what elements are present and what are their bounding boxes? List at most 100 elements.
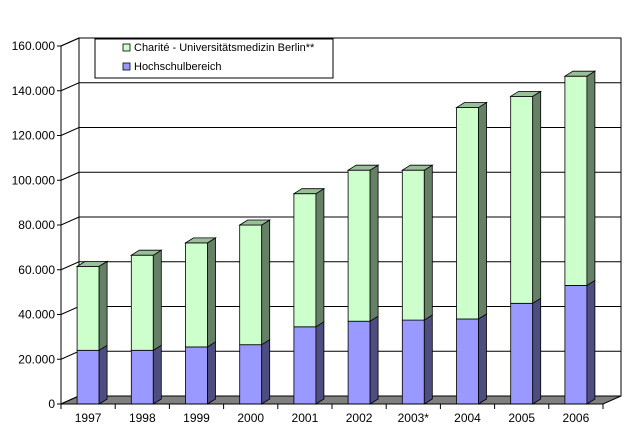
gridline — [60, 127, 621, 136]
x-tick-label: 1997 — [75, 411, 102, 425]
gridline — [60, 37, 621, 47]
y-tick-label: 100.000 — [12, 173, 56, 187]
gridline — [60, 171, 621, 181]
bar-side — [207, 237, 216, 348]
bar-side — [98, 260, 108, 352]
legend: Charité - Universitätsmedizin Berlin** H… — [94, 38, 334, 79]
x-tick-label: 1998 — [129, 411, 156, 425]
bars — [75, 70, 597, 405]
bar-charite-2002 — [346, 164, 380, 322]
bar-side — [261, 338, 271, 405]
bar-hochschulbereich-2006 — [564, 279, 596, 405]
y-tick-label: 20.000 — [18, 352, 55, 366]
bar-charite-2004 — [455, 101, 488, 320]
bar-side — [98, 344, 108, 405]
x-tick-label: 2002 — [346, 411, 373, 425]
bar-top — [292, 188, 326, 195]
bar-front — [185, 242, 208, 348]
y-tick-label: 140.000 — [12, 84, 56, 98]
bar-front — [564, 285, 588, 405]
bar-hochschulbereich-2004 — [456, 313, 487, 405]
gridline — [60, 216, 621, 226]
bar-hochschulbereich-2003* — [401, 314, 433, 405]
y-tick-label: 120.000 — [12, 129, 56, 143]
legend-swatch-hochschulbereich — [122, 62, 131, 71]
y-tick-label: 60.000 — [18, 263, 55, 277]
bar-hochschulbereich-2001 — [293, 321, 325, 405]
bar-side — [586, 279, 596, 405]
bar-side — [152, 249, 162, 352]
bar-front — [185, 346, 208, 405]
bar-side — [532, 90, 542, 305]
bar-front — [510, 302, 534, 405]
x-tick-label: 2006 — [563, 411, 590, 425]
bar-top — [129, 249, 163, 256]
bar-charite-2006 — [563, 70, 597, 287]
bar-front — [456, 107, 479, 320]
bar-front — [130, 349, 154, 405]
gridline — [60, 82, 621, 92]
x-tick-label: 2005 — [508, 411, 535, 425]
bar-side — [423, 164, 433, 321]
legend-label-hochschulbereich: Hochschulbereich — [134, 61, 221, 73]
bar-charite-2001 — [292, 187, 326, 328]
legend-label-charite: Charité - Universitätsmedizin Berlin** — [134, 42, 315, 54]
bar-front — [130, 254, 154, 351]
bar-top — [400, 164, 434, 171]
bar-front — [293, 326, 317, 405]
bar-hochschulbereich-2005 — [510, 297, 542, 405]
bar-side — [369, 164, 379, 322]
bar-front — [239, 224, 263, 346]
x-tick-label: 1999 — [183, 411, 210, 425]
legend-box — [94, 38, 334, 79]
bar-front — [510, 95, 534, 304]
bar-front — [347, 169, 371, 322]
bar-front — [456, 318, 479, 405]
legend-swatch-charite — [122, 43, 131, 52]
bar-front — [347, 320, 371, 405]
y-tick-labels: 0 20.000 40.000 60.000 80.000 100.000 120.000 1… — [12, 39, 61, 411]
bar-side — [478, 101, 487, 320]
bar-top — [455, 102, 488, 108]
bar-charite-2000 — [238, 219, 272, 346]
bar-side — [423, 314, 433, 405]
y-tick-label: 40.000 — [18, 308, 55, 322]
bar-hochschulbereich-1997 — [76, 344, 108, 405]
x-tick-label: 2003* — [398, 411, 430, 425]
x-tick-label: 2001 — [292, 411, 319, 425]
bar-hochschulbereich-1998 — [130, 344, 162, 405]
y-tick-label: 160.000 — [12, 39, 56, 53]
bar-front — [239, 344, 263, 405]
bar-front — [76, 265, 100, 351]
bar-side — [532, 297, 542, 405]
bar-front — [564, 75, 588, 286]
bar-side — [369, 315, 379, 405]
bar-side — [152, 344, 162, 405]
y-tick-label: 0 — [48, 397, 55, 411]
bar-front — [401, 169, 425, 321]
bar-front — [401, 319, 425, 405]
bar-side — [478, 313, 487, 405]
bar-hochschulbereich-2002 — [347, 315, 379, 405]
bar-charite-1998 — [129, 249, 163, 352]
bar-charite-1999 — [184, 237, 217, 348]
bar-hochschulbereich-2000 — [239, 338, 271, 405]
bar-side — [207, 341, 216, 405]
bar-top — [563, 70, 597, 77]
bar-side — [315, 187, 325, 328]
bar-top — [238, 219, 272, 226]
bar-top — [346, 164, 380, 171]
bar-top — [75, 260, 109, 267]
bar-charite-2003* — [400, 164, 434, 321]
bar-charite-1997 — [75, 260, 109, 352]
y-tick-label: 80.000 — [18, 218, 55, 232]
bar-side — [261, 219, 271, 346]
x-tick-labels: 1997 1998 1999 2000 2001 2002 2003* 2004 2005 200… — [60, 404, 604, 425]
gridline — [60, 261, 621, 271]
bar-front — [76, 349, 100, 405]
x-tick-label: 2000 — [237, 411, 264, 425]
bar-side — [586, 70, 596, 287]
bar-top — [184, 237, 217, 244]
bar-side — [315, 321, 325, 405]
